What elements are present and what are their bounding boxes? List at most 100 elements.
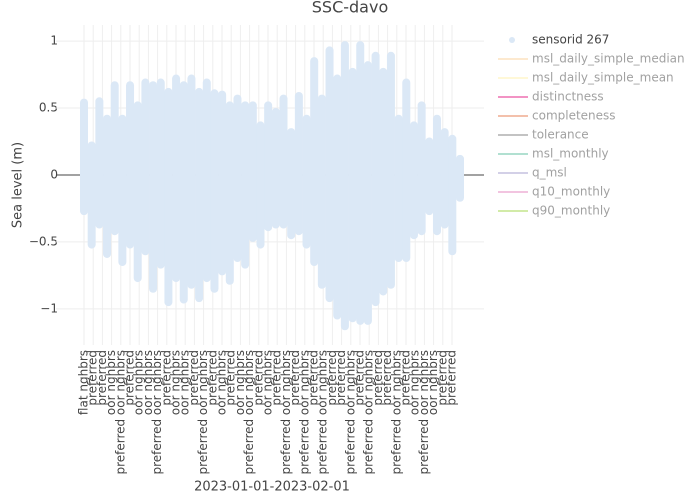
data-band: [302, 114, 311, 249]
x-tick-label: preferred oor nghbrs: [417, 350, 431, 475]
legend-label: q90_monthly: [532, 204, 610, 218]
legend-label: msl_daily_simple_mean: [532, 71, 674, 85]
data-band: [156, 78, 165, 269]
x-tick-label: preferred: [353, 350, 367, 406]
data-band: [187, 74, 196, 289]
x-tick-label: preferred: [380, 350, 394, 406]
x-tick-label: preferred: [270, 350, 284, 406]
legend-item[interactable]: q10_monthly: [498, 185, 610, 199]
x-tick-label: oor nghbrs: [132, 350, 146, 415]
data-band: [279, 94, 288, 229]
data-band: [225, 101, 234, 285]
legend-label: q10_monthly: [532, 185, 610, 199]
x-tick-label: preferred oor nghbrs: [150, 350, 164, 475]
x-tick-label: preferred: [224, 350, 238, 406]
x-tick-label: preferred oor nghbrs: [196, 350, 210, 475]
data-band: [103, 114, 112, 258]
y-tick-label: 0.5: [39, 101, 58, 115]
x-axis-title: 2023-01-01-2023-02-01: [194, 480, 350, 495]
data-band: [287, 128, 296, 240]
x-tick-label: oor nghbrs: [104, 350, 118, 415]
data-band: [432, 114, 441, 236]
legend-item[interactable]: sensorid 267: [509, 33, 609, 47]
data-band: [149, 81, 158, 293]
data-band: [80, 98, 88, 216]
data-band: [425, 137, 434, 216]
x-tick-label: preferred oor nghbrs: [297, 350, 311, 475]
x-tick-label: preferred oor nghbrs: [242, 350, 256, 475]
y-tick-label: −0.5: [29, 234, 58, 248]
x-tick-label: preferred: [123, 350, 137, 406]
x-tick-label: oor nghbrs: [408, 350, 422, 415]
data-band: [348, 67, 357, 323]
x-tick-label: preferred: [371, 350, 385, 406]
legend-item[interactable]: msl_daily_simple_mean: [498, 71, 674, 85]
data-band: [271, 108, 280, 229]
data-band: [210, 89, 219, 293]
x-tick-label: preferred oor nghbrs: [343, 350, 357, 475]
x-tick-label: preferred oor nghbrs: [389, 350, 403, 475]
data-band: [218, 90, 227, 276]
data-band: [95, 97, 104, 229]
x-tick-label: preferred: [205, 350, 219, 406]
data-band: [417, 101, 426, 236]
legend-item[interactable]: q_msl: [498, 166, 567, 180]
legend-item[interactable]: msl_daily_simple_median: [498, 52, 685, 66]
legend-item[interactable]: tolerance: [498, 128, 589, 142]
x-tick-label: preferred oor nghbrs: [362, 350, 376, 475]
legend-item[interactable]: distinctness: [498, 90, 604, 104]
x-tick-label: oor nghbrs: [233, 350, 247, 415]
data-band: [110, 81, 119, 236]
x-tick-label: oor nghbrs: [169, 350, 183, 415]
legend-label: sensorid 267: [532, 33, 609, 47]
legend-item[interactable]: completeness: [498, 109, 616, 123]
x-tick-label: oor nghbrs: [178, 350, 192, 415]
x-tick-label: preferred: [307, 350, 321, 406]
data-band: [233, 94, 242, 262]
x-tick-label: preferred: [187, 350, 201, 406]
legend-item[interactable]: msl_monthly: [498, 147, 609, 161]
data-band: [179, 81, 188, 304]
data-band: [371, 51, 380, 307]
data-band: [340, 41, 349, 331]
data-band: [317, 94, 326, 289]
x-tick-label: preferred: [95, 350, 109, 406]
x-tick-label: preferred: [86, 350, 100, 406]
data-band: [133, 101, 142, 283]
data-band: [141, 78, 150, 256]
data-band: [172, 74, 181, 283]
data-band: [409, 121, 418, 240]
data-band: [164, 87, 173, 307]
x-tick-label: preferred oor nghbrs: [316, 350, 330, 475]
x-tick-label: oor nghbrs: [215, 350, 229, 415]
data-band: [394, 114, 403, 262]
x-tick-label: preferred: [334, 350, 348, 406]
data-band: [310, 57, 319, 267]
x-tick-label: preferred oor nghbrs: [279, 350, 293, 475]
data-band: [202, 78, 211, 283]
legend-label: completeness: [532, 109, 616, 123]
x-tick-label: preferred: [251, 350, 265, 406]
legend-label: distinctness: [532, 90, 604, 104]
legend-item[interactable]: q90_monthly: [498, 204, 610, 218]
data-band: [333, 74, 342, 320]
x-tick-label: preferred: [159, 350, 173, 406]
data-band: [325, 46, 334, 303]
data-band: [379, 67, 388, 296]
x-tick-label: oor nghbrs: [141, 350, 155, 415]
x-tick-label: oor nghbrs: [426, 350, 440, 415]
legend-label: q_msl: [532, 166, 567, 180]
y-axis-title: Sea level (m): [11, 142, 26, 228]
x-tick-label: flat nghbrs: [77, 350, 91, 415]
data-band: [448, 134, 457, 256]
legend-label: msl_monthly: [532, 147, 609, 161]
legend-marker: [509, 37, 515, 43]
data-band: [256, 121, 265, 249]
data-band: [126, 81, 135, 249]
data-band: [386, 51, 395, 289]
data-band: [456, 154, 464, 202]
legend-label: tolerance: [532, 128, 589, 142]
x-tick-label: preferred oor nghbrs: [113, 350, 127, 475]
data-band: [402, 78, 411, 262]
